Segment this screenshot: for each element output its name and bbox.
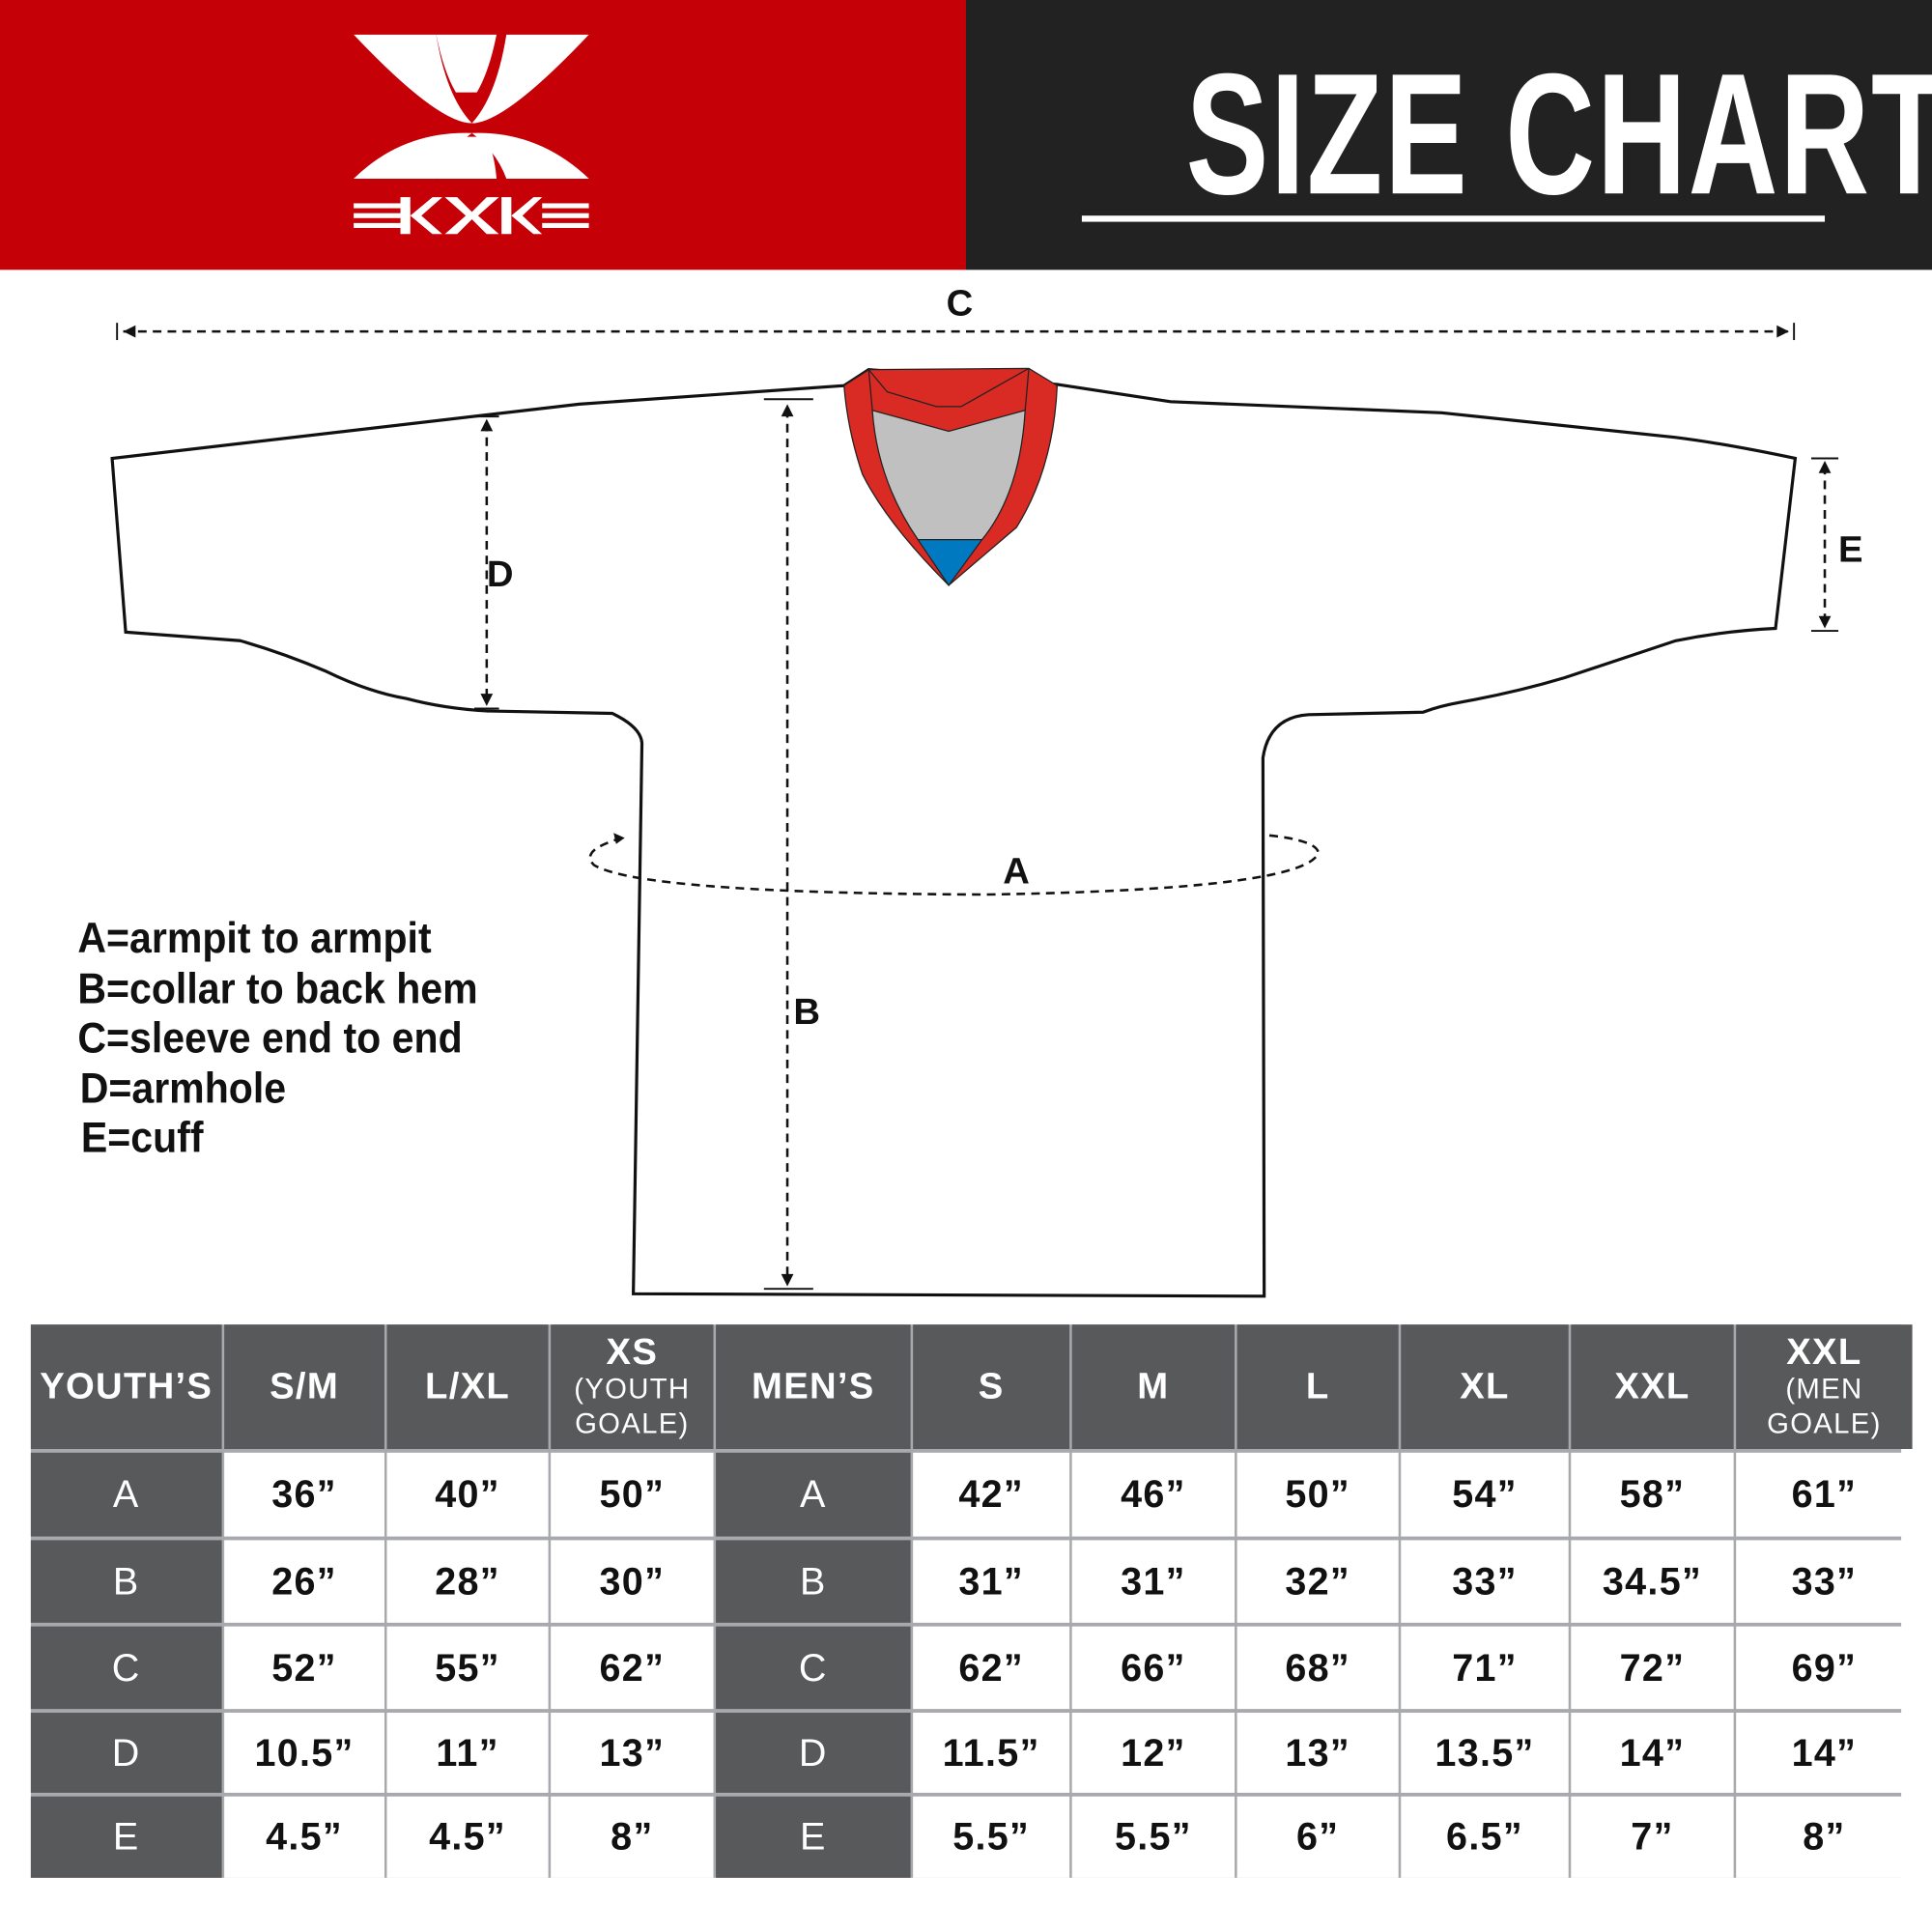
column-header: S/M — [224, 1324, 384, 1449]
table-cell: 54” — [1401, 1452, 1569, 1537]
table-cell: 42” — [913, 1452, 1070, 1537]
table-cell: 13” — [551, 1712, 714, 1793]
column-header-label: YOUTH’S — [40, 1365, 213, 1406]
column-header: L/XL — [386, 1324, 549, 1449]
table-cell: 69” — [1736, 1626, 1913, 1710]
column-header: S — [913, 1324, 1070, 1449]
row-label: E — [30, 1796, 222, 1878]
table-cell: 32” — [1236, 1540, 1399, 1623]
column-header-label: L — [1305, 1365, 1330, 1406]
column-header-sublabel: (MEN GOALE) — [1767, 1372, 1882, 1439]
table-cell: 52” — [224, 1626, 384, 1710]
label-e: E — [1838, 529, 1863, 571]
column-header-label: L/XL — [425, 1365, 511, 1406]
table-cell: 50” — [551, 1452, 714, 1537]
legend-item: A=armpit to armpit — [77, 914, 432, 963]
table-cell: 5.5” — [1071, 1796, 1236, 1878]
legend-item: D=armhole — [79, 1064, 287, 1113]
legend-item: E=cuff — [80, 1114, 204, 1162]
column-header: XXL — [1571, 1324, 1734, 1449]
table-cell: 36” — [224, 1452, 384, 1537]
column-header: M — [1071, 1324, 1236, 1449]
title-underline — [1081, 215, 1826, 222]
table-cell: 4.5” — [224, 1796, 384, 1878]
table-cell: 50” — [1236, 1452, 1399, 1537]
table-cell: 13.5” — [1401, 1712, 1569, 1793]
measurement-legend: A=armpit to armpit B=collar to back hem … — [77, 914, 477, 1163]
table-cell: 33” — [1736, 1540, 1913, 1623]
header-title-panel — [965, 0, 1932, 270]
label-a: A — [1003, 851, 1030, 893]
collar-tip — [917, 539, 983, 586]
label-d: D — [486, 554, 514, 596]
row-label: B — [30, 1540, 222, 1623]
table-cell: 5.5” — [913, 1796, 1070, 1878]
row-label: D — [716, 1712, 911, 1793]
table-cell: 10.5” — [224, 1712, 384, 1793]
column-header: XL — [1401, 1324, 1569, 1449]
column-header-label: XS — [606, 1331, 659, 1373]
row-label: C — [30, 1626, 222, 1710]
table-cell: 68” — [1236, 1626, 1399, 1710]
table-cell: 30” — [551, 1540, 714, 1623]
table-cell: 6” — [1236, 1796, 1399, 1878]
column-header-label: S — [978, 1365, 1005, 1406]
table-cell: 13” — [1236, 1712, 1399, 1793]
table-cell: 33” — [1401, 1540, 1569, 1623]
row-label: A — [30, 1452, 222, 1537]
arrowheads — [123, 325, 1832, 1287]
table-cell: 11” — [386, 1712, 549, 1793]
table-cell: 8” — [1736, 1796, 1913, 1878]
label-b: B — [793, 991, 821, 1033]
table-cell: 14” — [1571, 1712, 1734, 1793]
table-cell: 46” — [1071, 1452, 1236, 1537]
legend-item: C=sleeve end to end — [77, 1013, 463, 1063]
table-cell: 26” — [224, 1540, 384, 1623]
size-table: YOUTH’S S/M L/XL XS (YOUTH GOALE) MEN’S S M L XL X… — [30, 1324, 1913, 1878]
table-cell: 31” — [1071, 1540, 1236, 1623]
column-header-label: XL — [1460, 1365, 1510, 1406]
table-cell: 11.5” — [913, 1712, 1070, 1793]
column-header-label: M — [1137, 1365, 1170, 1406]
table-cell: 12” — [1071, 1712, 1236, 1793]
column-header: YOUTH’S — [30, 1324, 222, 1449]
table-cell: 34.5” — [1571, 1540, 1734, 1623]
column-header: L — [1236, 1324, 1399, 1449]
table-cell: 58” — [1571, 1452, 1734, 1537]
column-header: XS (YOUTH GOALE) — [551, 1324, 714, 1449]
table-cell: 14” — [1736, 1712, 1913, 1793]
legend-item: B=collar to back hem — [77, 964, 478, 1012]
table-cell: 31” — [913, 1540, 1070, 1623]
table-cell: 61” — [1736, 1452, 1913, 1537]
table-cell: 66” — [1071, 1626, 1236, 1710]
column-header: MEN’S — [716, 1324, 911, 1449]
column-header-label: MEN’S — [752, 1365, 875, 1406]
table-cell: 55” — [386, 1626, 549, 1710]
column-header-label: S/M — [270, 1365, 339, 1406]
table-cell: 7” — [1571, 1796, 1734, 1878]
row-label: B — [716, 1540, 911, 1623]
table-cell: 72” — [1571, 1626, 1734, 1710]
column-header-label: XXL — [1786, 1331, 1862, 1373]
table-cell: 6.5” — [1401, 1796, 1569, 1878]
table-cell: 40” — [386, 1452, 549, 1537]
table-cell: 62” — [551, 1626, 714, 1710]
column-header: XXL (MEN GOALE) — [1736, 1324, 1913, 1449]
dimension-a-line — [588, 834, 1321, 896]
label-c: C — [946, 283, 974, 325]
table-cell: 8” — [551, 1796, 714, 1878]
jersey-outline — [110, 368, 1798, 1298]
row-label: D — [30, 1712, 222, 1793]
table-cell: 28” — [386, 1540, 549, 1623]
kxk-logo — [354, 34, 589, 235]
row-label: E — [716, 1796, 911, 1878]
row-label: C — [716, 1626, 911, 1710]
column-header-sublabel: (YOUTH GOALE) — [574, 1372, 691, 1439]
table-cell: 62” — [913, 1626, 1070, 1710]
table-cell: 71” — [1401, 1626, 1569, 1710]
table-cell: 4.5” — [386, 1796, 549, 1878]
row-label: A — [716, 1452, 911, 1537]
column-header-label: XXL — [1614, 1365, 1690, 1406]
